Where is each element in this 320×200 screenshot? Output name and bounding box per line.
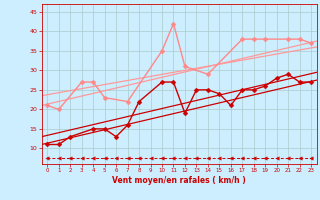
X-axis label: Vent moyen/en rafales ( km/h ): Vent moyen/en rafales ( km/h )	[112, 176, 246, 185]
